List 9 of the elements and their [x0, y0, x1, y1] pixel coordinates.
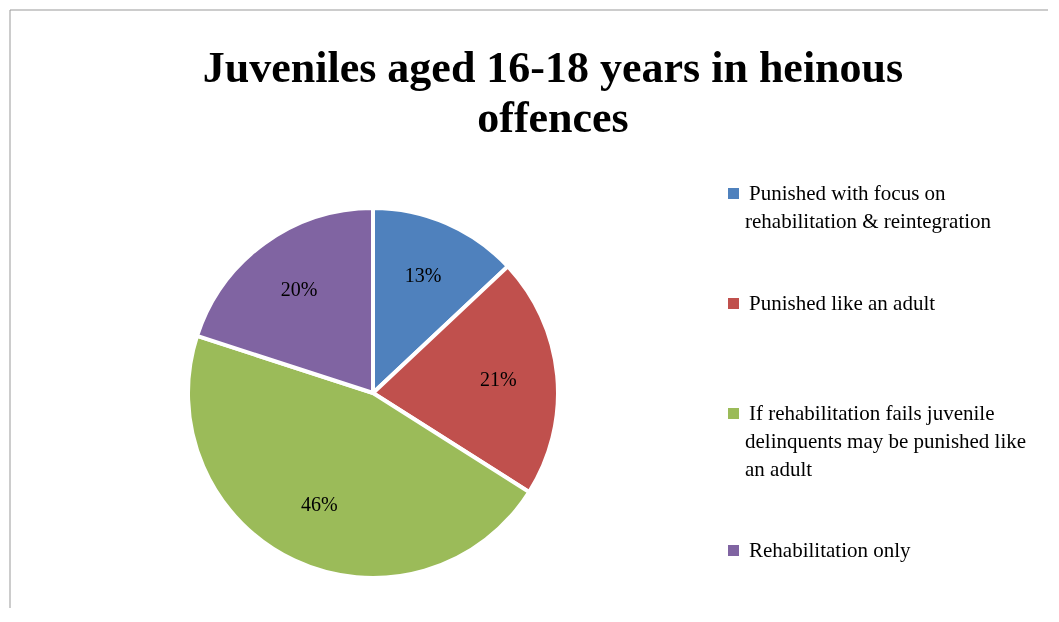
legend-label: Punished like an adult: [749, 291, 936, 315]
data-label: 13%: [404, 264, 442, 287]
data-label: 21%: [479, 367, 517, 390]
legend-label: Rehabilitation only: [749, 538, 912, 562]
legend-label: Punished with focus on rehabilitation & reintegration: [745, 181, 992, 233]
legend-label: If rehabilitation fails juvenile delinquents may be punished like an adult: [745, 401, 1027, 481]
chart-title: Juveniles aged 16-18 years in heinous offences: [202, 43, 904, 142]
data-label: 46%: [301, 493, 338, 516]
data-label: 20%: [280, 277, 318, 300]
